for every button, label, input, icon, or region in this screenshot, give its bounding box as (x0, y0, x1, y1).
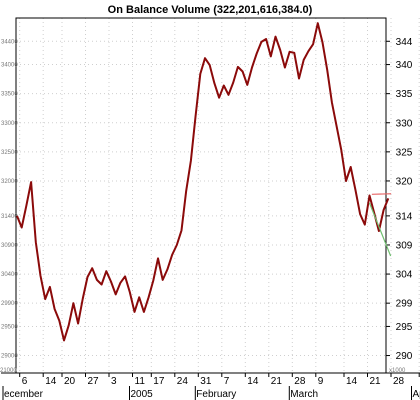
x-tick-label: 14 (346, 376, 358, 387)
x-tick-label: 17 (153, 376, 165, 387)
left-axis-labels: 34400 34000 33500 33000 32500 32000 31400 30900… (1, 39, 18, 359)
y-tick-label: 344 (396, 37, 413, 48)
left-faint-label: 29000 (1, 354, 18, 360)
month-labels: ecember 2005 February March April (2, 386, 420, 400)
left-faint-label: 29500 (1, 324, 18, 330)
y-tick-label: 330 (396, 118, 413, 129)
x-tick-label: 11 (135, 376, 146, 387)
month-label: 2005 (131, 389, 154, 400)
left-faint-label: 30400 (1, 272, 18, 278)
left-faint-label: 32000 (1, 179, 18, 185)
x-axis-ticks: 6142027311172431714212891421284 (19, 373, 420, 387)
y-tick-label: 304 (396, 270, 413, 281)
left-faint-label: 33000 (1, 121, 18, 127)
left-faint-label: 30900 (1, 243, 18, 249)
x-tick-label: 21 (271, 376, 283, 387)
y-tick-label: 299 (396, 299, 413, 310)
chart-title: On Balance Volume (322,201,616,384.0) (108, 4, 313, 16)
month-label: February (196, 389, 236, 400)
left-faint-label: 34000 (1, 63, 18, 69)
x-tick-label: 28 (294, 376, 306, 387)
y-tick-label: 309 (396, 240, 413, 251)
left-faint-label: 33500 (1, 92, 18, 98)
x-tick-label: 3 (111, 376, 117, 387)
x-tick-label: 31 (200, 376, 212, 387)
series-layer (16, 22, 390, 342)
x-tick-label: 21 (370, 376, 382, 387)
x-tick-label: 9 (318, 376, 324, 387)
y-tick-label: 325 (396, 147, 413, 158)
axis-corner-right: x1000 (389, 368, 406, 374)
month-label: ecember (4, 389, 44, 400)
resistance-line (371, 193, 392, 195)
obv-series-line (16, 22, 390, 342)
left-faint-label: 32500 (1, 150, 18, 156)
grid-lines (16, 18, 420, 373)
y-tick-label: 290 (396, 351, 413, 362)
x-tick-label: 24 (177, 376, 189, 387)
x-tick-label: 28 (393, 376, 405, 387)
x-tick-label: 20 (64, 376, 76, 387)
left-faint-label: 31400 (1, 214, 18, 220)
month-label: April (413, 389, 420, 400)
y-tick-label: 335 (396, 89, 413, 100)
month-label: March (290, 389, 318, 400)
y-tick-label: 314 (396, 211, 413, 222)
left-faint-label: 29900 (1, 301, 18, 307)
left-faint-label: 34400 (1, 39, 18, 45)
y-tick-label: 320 (396, 176, 413, 187)
x-tick-label: 14 (247, 376, 259, 387)
x-tick-label: 6 (22, 376, 28, 387)
y-tick-label: 295 (396, 322, 413, 333)
x-tick-label: 14 (45, 376, 57, 387)
y-tick-label: 340 (396, 60, 413, 71)
x-tick-label: 7 (224, 376, 230, 387)
support-line (368, 202, 392, 257)
x-tick-label: 27 (88, 376, 100, 387)
trend-lines (368, 193, 392, 257)
axis-corner-left: 21000 (0, 368, 17, 374)
right-axis-ticks: 344 340 335 330 325 320 314 309 304 299 295 290 (386, 37, 413, 362)
